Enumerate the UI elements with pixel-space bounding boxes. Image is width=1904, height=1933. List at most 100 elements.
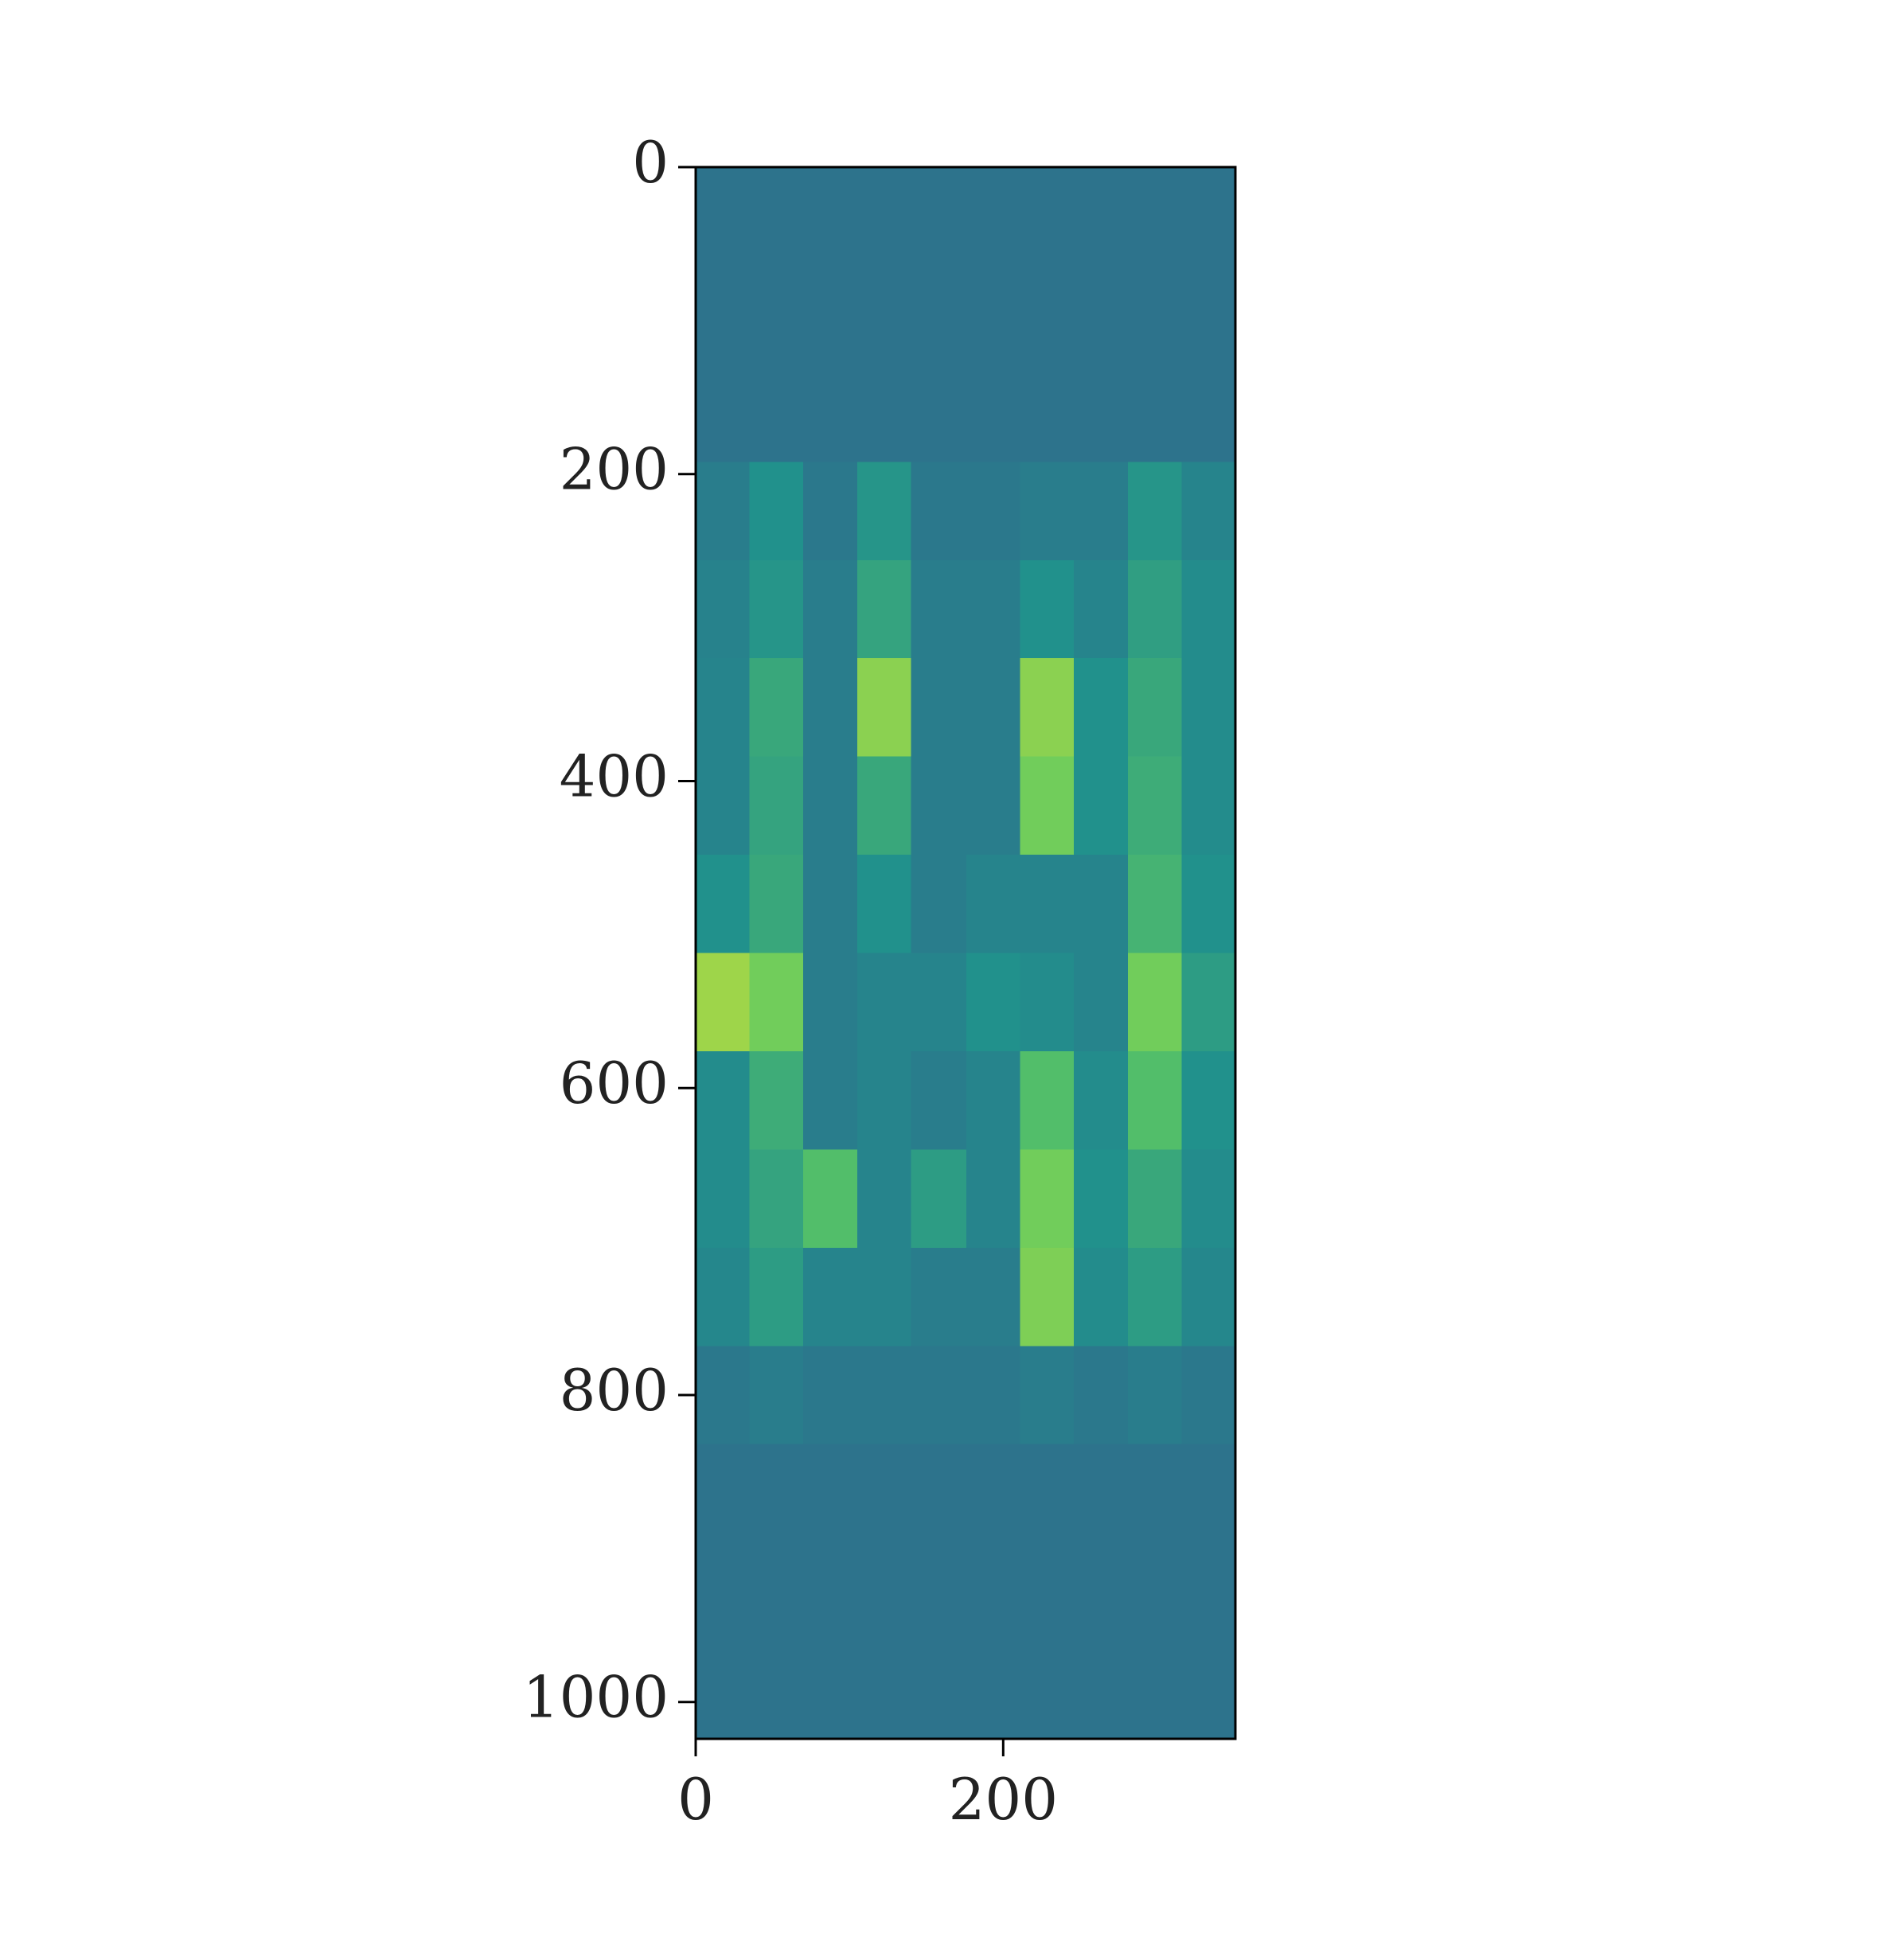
cell <box>856 363 911 462</box>
y-tick-label: 400 <box>560 742 669 809</box>
cell <box>803 953 858 1052</box>
cell <box>803 265 858 364</box>
cell <box>696 658 751 758</box>
cell <box>966 363 1021 462</box>
cell <box>1127 953 1182 1052</box>
cell <box>749 462 804 561</box>
cell <box>803 1444 858 1543</box>
cell <box>856 756 911 855</box>
cell <box>1181 462 1236 561</box>
cell <box>803 1542 858 1642</box>
cell <box>749 1640 804 1740</box>
cell <box>1181 559 1236 659</box>
cell <box>696 1542 751 1642</box>
cell <box>1127 855 1182 953</box>
cell <box>1127 1149 1182 1249</box>
cell <box>1127 1444 1182 1543</box>
cell <box>803 363 858 462</box>
cell <box>966 953 1021 1052</box>
cell <box>1074 756 1129 855</box>
cell <box>803 756 858 855</box>
cell <box>966 855 1021 953</box>
cell <box>1074 559 1129 659</box>
cell <box>966 559 1021 659</box>
cell <box>911 1050 967 1150</box>
cell <box>1020 363 1075 462</box>
cell <box>966 1542 1021 1642</box>
y-tick-label: 1000 <box>523 1664 669 1731</box>
cell <box>856 855 911 953</box>
cell <box>1020 167 1075 266</box>
cell <box>1020 1542 1075 1642</box>
cell <box>1181 1247 1236 1346</box>
cell <box>749 1247 804 1346</box>
cell <box>696 167 751 266</box>
cell <box>1020 658 1075 758</box>
cell <box>856 559 911 659</box>
cell <box>1181 1444 1236 1543</box>
cell <box>911 658 967 758</box>
cell <box>1181 1542 1236 1642</box>
cell <box>696 265 751 364</box>
cell <box>1074 363 1129 462</box>
cell <box>966 462 1021 561</box>
cell <box>803 167 858 266</box>
cell <box>1074 1346 1129 1445</box>
cell <box>803 1247 858 1346</box>
cell <box>1074 265 1129 364</box>
cell <box>911 1542 967 1642</box>
cell <box>911 1346 967 1445</box>
cell <box>803 559 858 659</box>
cell <box>1074 1149 1129 1249</box>
cell <box>1020 1149 1075 1249</box>
cell <box>749 855 804 953</box>
cell <box>966 756 1021 855</box>
cell <box>1127 658 1182 758</box>
cell <box>1074 462 1129 561</box>
cell <box>966 658 1021 758</box>
cell <box>1020 1444 1075 1543</box>
cell <box>749 265 804 364</box>
cell <box>1181 1346 1236 1445</box>
cell <box>856 265 911 364</box>
cell <box>1181 855 1236 953</box>
cell <box>1074 1444 1129 1543</box>
cell <box>1181 658 1236 758</box>
y-tick-label: 800 <box>560 1357 669 1424</box>
cell <box>696 559 751 659</box>
cell <box>966 1149 1021 1249</box>
cell <box>696 1640 751 1740</box>
cell <box>911 1149 967 1249</box>
cell <box>856 953 911 1052</box>
cell <box>966 167 1021 266</box>
cell <box>966 1444 1021 1543</box>
cell <box>1074 1050 1129 1150</box>
cell <box>696 363 751 462</box>
cell <box>749 1542 804 1642</box>
cell <box>856 462 911 561</box>
y-tick-label: 600 <box>560 1050 669 1117</box>
cell <box>966 1050 1021 1150</box>
cell <box>911 1444 967 1543</box>
cell <box>803 1050 858 1150</box>
cell <box>696 462 751 561</box>
cell <box>1127 559 1182 659</box>
cell <box>1020 756 1075 855</box>
cell <box>749 658 804 758</box>
cell <box>1074 658 1129 758</box>
cell <box>1127 1247 1182 1346</box>
cell <box>856 167 911 266</box>
cell <box>856 1346 911 1445</box>
cell <box>856 1640 911 1740</box>
cell <box>803 1149 858 1249</box>
cell <box>1074 167 1129 266</box>
cell <box>1020 855 1075 953</box>
cell <box>966 1346 1021 1445</box>
cell <box>803 1346 858 1445</box>
cell <box>911 559 967 659</box>
cell <box>749 559 804 659</box>
cell <box>696 1149 751 1249</box>
cell <box>749 953 804 1052</box>
cell <box>1181 363 1236 462</box>
